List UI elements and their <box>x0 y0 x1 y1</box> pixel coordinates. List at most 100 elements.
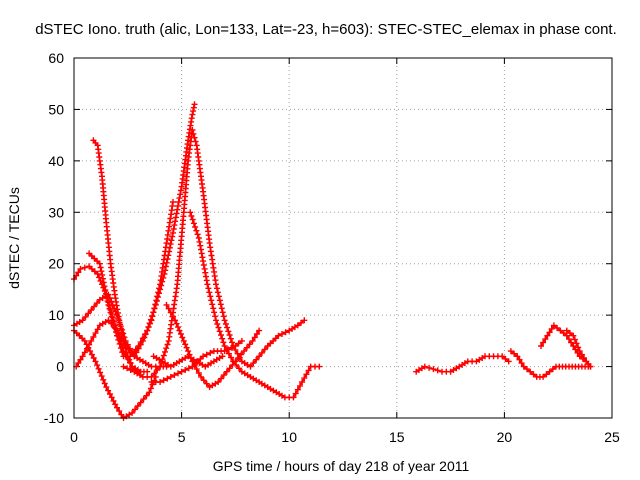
data-point <box>571 336 578 343</box>
data-point <box>126 356 133 363</box>
data-point <box>196 238 203 245</box>
data-point <box>182 341 189 348</box>
data-point <box>235 340 242 347</box>
data-point <box>434 367 441 374</box>
data-point <box>157 363 164 370</box>
series-10 <box>163 301 263 391</box>
data-point <box>145 324 152 331</box>
data-point <box>88 307 95 313</box>
data-point <box>421 363 428 370</box>
data-point <box>290 394 297 401</box>
data-point <box>200 353 207 360</box>
data-point <box>131 353 138 360</box>
data-point <box>221 348 228 355</box>
data-point <box>430 366 437 373</box>
data-point <box>141 334 148 341</box>
data-point <box>144 368 151 375</box>
data-point <box>170 313 176 320</box>
data-point <box>114 327 120 334</box>
data-point <box>520 363 527 370</box>
data-point <box>79 317 86 324</box>
data-point <box>563 327 570 334</box>
data-point <box>77 265 84 272</box>
x-tick-label: 5 <box>178 429 186 445</box>
data-point <box>214 321 221 327</box>
data-point <box>87 348 94 355</box>
data-point <box>190 220 197 227</box>
y-tick-label: -10 <box>44 410 64 426</box>
data-point <box>120 339 127 346</box>
data-point <box>548 325 555 332</box>
data-point <box>238 337 245 344</box>
series-5 <box>73 199 176 370</box>
series-4 <box>86 101 198 360</box>
data-point <box>75 360 82 367</box>
data-point <box>119 326 125 333</box>
data-point <box>143 392 150 399</box>
data-point <box>214 289 221 296</box>
data-point <box>85 344 92 351</box>
data-point <box>191 362 198 369</box>
data-point <box>208 297 215 304</box>
data-point <box>540 339 547 346</box>
data-point <box>426 364 433 371</box>
data-point <box>216 328 223 335</box>
data-point <box>178 368 185 375</box>
data-point <box>199 254 206 261</box>
data-point <box>210 305 217 312</box>
data-point <box>116 331 123 338</box>
data-point <box>214 285 220 292</box>
data-point <box>215 293 222 300</box>
data-point <box>152 301 159 308</box>
data-point <box>108 313 115 320</box>
data-point <box>102 286 109 293</box>
series-14 <box>538 322 594 370</box>
data-point <box>183 344 190 351</box>
data-point <box>527 368 534 375</box>
data-point <box>505 358 512 365</box>
data-point <box>193 227 200 234</box>
data-point <box>135 345 142 352</box>
data-point <box>139 337 146 344</box>
data-point <box>294 322 301 329</box>
data-point <box>163 345 170 352</box>
data-point <box>191 101 198 108</box>
data-point <box>219 353 226 360</box>
series-15 <box>563 327 594 370</box>
data-point <box>213 281 219 288</box>
data-point <box>117 323 124 330</box>
data-point <box>303 371 310 378</box>
data-point <box>98 373 105 380</box>
data-point <box>530 371 537 378</box>
data-point <box>247 363 254 370</box>
data-point <box>127 360 134 367</box>
data-point <box>226 365 233 372</box>
data-point <box>100 279 107 286</box>
data-point <box>279 331 285 337</box>
data-point <box>175 324 181 331</box>
data-point <box>305 367 312 374</box>
data-point <box>187 209 194 216</box>
y-tick-label: 10 <box>48 307 64 323</box>
data-point <box>150 309 157 316</box>
data-point <box>192 138 199 145</box>
data-point <box>518 360 525 367</box>
data-point <box>502 355 509 362</box>
data-point <box>524 366 530 373</box>
data-point <box>261 346 268 353</box>
data-point <box>111 324 118 331</box>
series-6 <box>71 327 159 421</box>
data-point <box>581 355 587 361</box>
data-point <box>146 389 153 396</box>
data-point <box>225 328 232 335</box>
series-13 <box>507 348 592 380</box>
data-point <box>218 332 224 338</box>
data-point <box>185 365 192 372</box>
data-point <box>219 309 226 316</box>
data-point <box>154 367 161 373</box>
data-point <box>292 390 299 397</box>
data-point <box>105 387 112 394</box>
data-point <box>168 237 175 244</box>
data-point <box>191 134 198 141</box>
data-point <box>117 345 124 352</box>
